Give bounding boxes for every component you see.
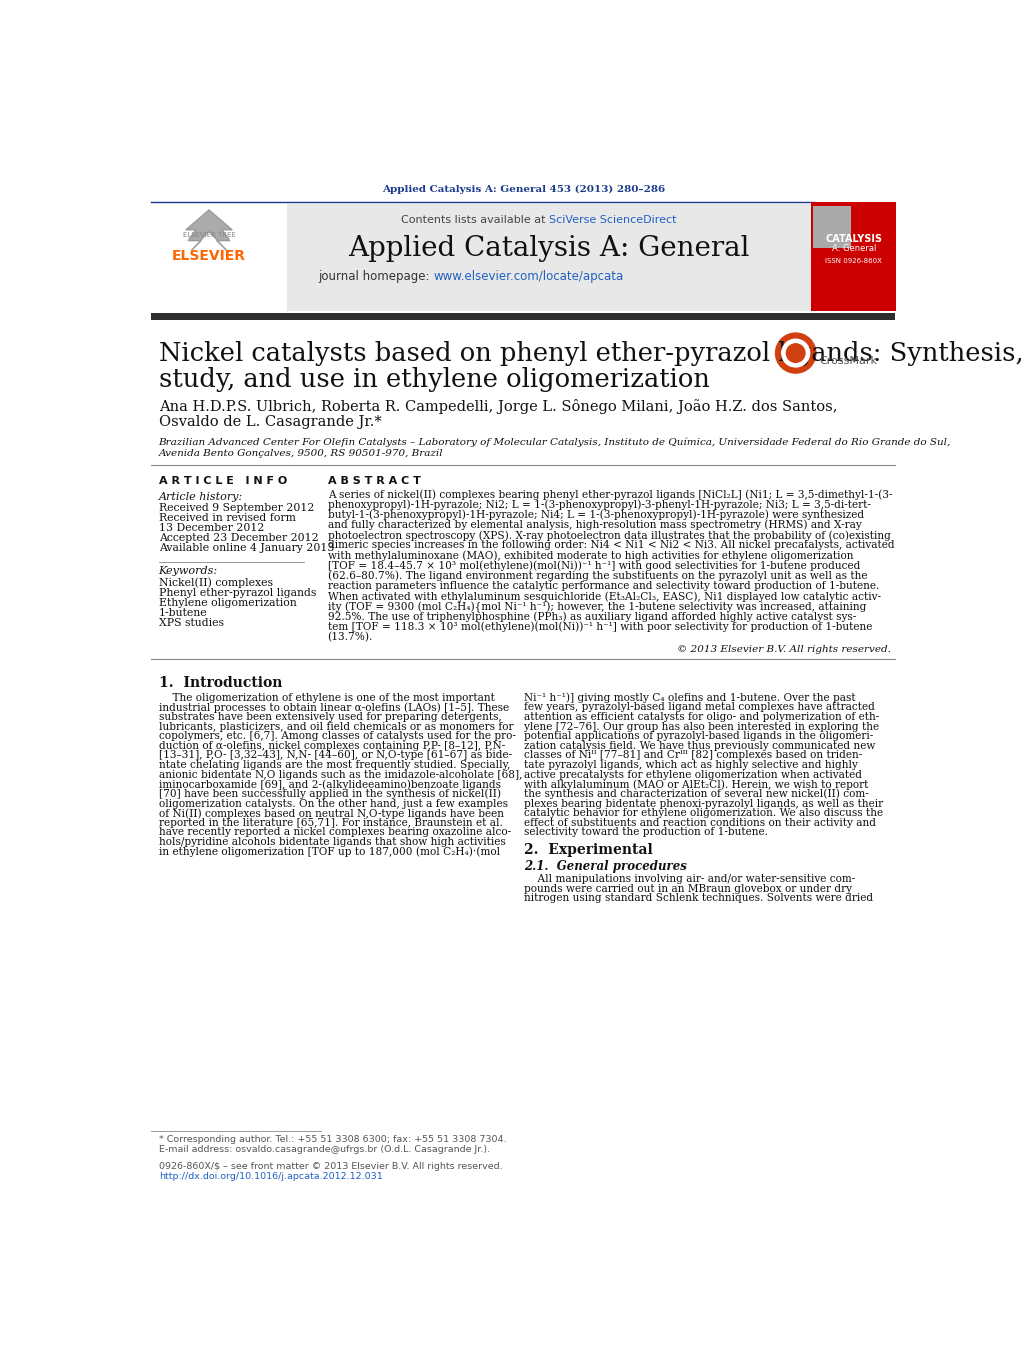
Text: the synthesis and characterization of several new nickel(II) com-: the synthesis and characterization of se… [525, 789, 869, 800]
Text: Article history:: Article history: [158, 492, 243, 501]
Text: potential applications of pyrazolyl-based ligands in the oligomeri-: potential applications of pyrazolyl-base… [525, 731, 874, 742]
Text: phenoxypropyl)-1H-pyrazole; Ni2; L = 1-(3-phenoxypropyl)-3-phenyl-1H-pyrazole; N: phenoxypropyl)-1H-pyrazole; Ni2; L = 1-(… [328, 500, 871, 511]
Text: photoelectron spectroscopy (XPS). X-ray photoelectron data illustrates that the : photoelectron spectroscopy (XPS). X-ray … [328, 530, 890, 540]
Text: © 2013 Elsevier B.V. All rights reserved.: © 2013 Elsevier B.V. All rights reserved… [677, 644, 891, 654]
Text: 0926-860X/$ – see front matter © 2013 Elsevier B.V. All rights reserved.: 0926-860X/$ – see front matter © 2013 El… [158, 1162, 502, 1170]
Text: lubricants, plasticizers, and oil field chemicals or as monomers for: lubricants, plasticizers, and oil field … [158, 721, 514, 731]
Text: (13.7%).: (13.7%). [328, 632, 373, 642]
Text: Ni⁻¹ h⁻¹)] giving mostly C₄ olefins and 1-butene. Over the past: Ni⁻¹ h⁻¹)] giving mostly C₄ olefins and … [525, 693, 856, 704]
Text: butyl-1-(3-phenoxypropyl)-1H-pyrazole; Ni4; L = 1-(3-phenoxypropyl)-1H-pyrazole): butyl-1-(3-phenoxypropyl)-1H-pyrazole; N… [328, 509, 864, 520]
Text: copolymers, etc. [6,7]. Among classes of catalysts used for the pro-: copolymers, etc. [6,7]. Among classes of… [158, 731, 516, 742]
Text: Nickel(II) complexes: Nickel(II) complexes [158, 578, 273, 589]
Text: A: General: A: General [832, 245, 876, 253]
Text: Ethylene oligomerization: Ethylene oligomerization [158, 598, 296, 608]
Text: Nickel catalysts based on phenyl ether-pyrazol ligands: Synthesis, XPS: Nickel catalysts based on phenyl ether-p… [158, 340, 1021, 366]
Text: with alkylaluminum (MAO or AlEt₂Cl). Herein, we wish to report: with alkylaluminum (MAO or AlEt₂Cl). Her… [525, 780, 869, 790]
Circle shape [786, 345, 805, 362]
Text: All manipulations involving air- and/or water-sensitive com-: All manipulations involving air- and/or … [525, 874, 856, 884]
Text: Contents lists available at: Contents lists available at [401, 215, 549, 224]
Text: nitrogen using standard Schlenk techniques. Solvents were dried: nitrogen using standard Schlenk techniqu… [525, 893, 874, 904]
Text: When activated with ethylaluminum sesquichloride (Et₃Al₂Cl₃, EASC), Ni1 displaye: When activated with ethylaluminum sesqui… [328, 590, 880, 601]
Text: journal homepage:: journal homepage: [319, 270, 434, 282]
Text: [13–31], P,O- [3,32–43], N,N- [44–60], or N,O-type [61–67] as bide-: [13–31], P,O- [3,32–43], N,N- [44–60], o… [158, 750, 512, 761]
Text: attention as efficient catalysts for oligo- and polymerization of eth-: attention as efficient catalysts for oli… [525, 712, 880, 721]
Text: few years, pyrazolyl-based ligand metal complexes have attracted: few years, pyrazolyl-based ligand metal … [525, 703, 875, 712]
Text: CATALYSIS: CATALYSIS [825, 234, 882, 245]
Text: plexes bearing bidentate phenoxi-pyrazolyl ligands, as well as their: plexes bearing bidentate phenoxi-pyrazol… [525, 798, 883, 808]
Text: tate pyrazolyl ligands, which act as highly selective and highly: tate pyrazolyl ligands, which act as hig… [525, 761, 859, 770]
Text: Keywords:: Keywords: [158, 566, 217, 577]
Text: and fully characterized by elemental analysis, high-resolution mass spectrometry: and fully characterized by elemental ana… [328, 520, 862, 531]
Text: A series of nickel(II) complexes bearing phenyl ether-pyrazol ligands [NiCl₂L] (: A series of nickel(II) complexes bearing… [328, 489, 892, 500]
Text: Brazilian Advanced Center For Olefin Catalysts – Laboratory of Molecular Catalys: Brazilian Advanced Center For Olefin Cat… [158, 438, 951, 447]
Bar [151, 204, 287, 312]
Text: duction of α-olefins, nickel complexes containing P,P- [8–12], P,N-: duction of α-olefins, nickel complexes c… [158, 740, 504, 751]
Text: XPS studies: XPS studies [158, 617, 224, 628]
Text: A B S T R A C T: A B S T R A C T [328, 477, 421, 486]
Text: Applied Catalysis A: General: Applied Catalysis A: General [348, 235, 750, 262]
Text: 2.  Experimental: 2. Experimental [525, 843, 653, 857]
Text: iminocarboxamide [69], and 2-(alkylideeamino)benzoate ligands: iminocarboxamide [69], and 2-(alkylideea… [158, 780, 500, 790]
Text: (62.6–80.7%). The ligand environment regarding the substituents on the pyrazolyl: (62.6–80.7%). The ligand environment reg… [328, 570, 867, 581]
Text: Accepted 23 December 2012: Accepted 23 December 2012 [158, 534, 319, 543]
Text: pounds were carried out in an MBraun glovebox or under dry: pounds were carried out in an MBraun glo… [525, 884, 853, 893]
Text: with methylaluminoxane (MAO), exhibited moderate to high activities for ethylene: with methylaluminoxane (MAO), exhibited … [328, 550, 854, 561]
Text: selectivity toward the production of 1-butene.: selectivity toward the production of 1-b… [525, 827, 769, 838]
Text: oligomerization catalysts. On the other hand, just a few examples: oligomerization catalysts. On the other … [158, 798, 507, 808]
Text: effect of substituents and reaction conditions on their activity and: effect of substituents and reaction cond… [525, 817, 876, 828]
Text: in ethylene oligomerization [TOF up to 187,000 (mol C₂H₄)·(mol: in ethylene oligomerization [TOF up to 1… [158, 847, 499, 858]
Text: E-mail address: osvaldo.casagrande@ufrgs.br (O.d.L. Casagrande Jr.).: E-mail address: osvaldo.casagrande@ufrgs… [158, 1146, 490, 1154]
Polygon shape [186, 209, 232, 251]
Text: Avenida Bento Gonçalves, 9500, RS 90501-970, Brazil: Avenida Bento Gonçalves, 9500, RS 90501-… [158, 449, 443, 458]
Text: Received in revised form: Received in revised form [158, 513, 295, 523]
Text: zation catalysis field. We have thus previously communicated new: zation catalysis field. We have thus pre… [525, 740, 876, 751]
Text: Applied Catalysis A: General 453 (2013) 280–286: Applied Catalysis A: General 453 (2013) … [382, 185, 666, 193]
Bar [813, 205, 852, 249]
Text: ity (TOF = 9300 (mol C₂H₄){mol Ni⁻¹ h⁻¹); however, the 1-butene selectivity was : ity (TOF = 9300 (mol C₂H₄){mol Ni⁻¹ h⁻¹)… [328, 601, 866, 612]
Text: The oligomerization of ethylene is one of the most important: The oligomerization of ethylene is one o… [158, 693, 494, 703]
Text: 92.5%. The use of triphenylphosphine (PPh₃) as auxiliary ligand afforded highly : 92.5%. The use of triphenylphosphine (PP… [328, 612, 856, 621]
Text: tem [TOF = 118.3 × 10³ mol(ethylene)(mol(Ni))⁻¹ h⁻¹] with poor selectivity for p: tem [TOF = 118.3 × 10³ mol(ethylene)(mol… [328, 621, 872, 632]
Text: Phenyl ether-pyrazol ligands: Phenyl ether-pyrazol ligands [158, 588, 317, 598]
Text: catalytic behavior for ethylene oligomerization. We also discuss the: catalytic behavior for ethylene oligomer… [525, 808, 883, 819]
Bar [151, 313, 894, 320]
Circle shape [776, 334, 816, 373]
Text: A R T I C L E   I N F O: A R T I C L E I N F O [158, 477, 287, 486]
Text: substrates have been extensively used for preparing detergents,: substrates have been extensively used fo… [158, 712, 501, 721]
Text: [TOF = 18.4–45.7 × 10³ mol(ethylene)(mol(Ni))⁻¹ h⁻¹] with good selectivities for: [TOF = 18.4–45.7 × 10³ mol(ethylene)(mol… [328, 561, 860, 571]
Text: ELSEVIER TREE: ELSEVIER TREE [183, 232, 236, 238]
Text: CrossMark: CrossMark [819, 355, 877, 366]
Text: 13 December 2012: 13 December 2012 [158, 523, 264, 534]
Text: 1.  Introduction: 1. Introduction [158, 676, 282, 690]
Text: 1-butene: 1-butene [158, 608, 207, 617]
Text: reported in the literature [65,71]. For instance, Braunstein et al.: reported in the literature [65,71]. For … [158, 817, 502, 828]
Text: ELSEVIER: ELSEVIER [172, 249, 246, 263]
Text: http://dx.doi.org/10.1016/j.apcata.2012.12.031: http://dx.doi.org/10.1016/j.apcata.2012.… [158, 1173, 383, 1181]
Text: active precatalysts for ethylene oligomerization when activated: active precatalysts for ethylene oligome… [525, 770, 863, 780]
Bar [287, 204, 811, 312]
Text: [70] have been successfully applied in the synthesis of nickel(II): [70] have been successfully applied in t… [158, 789, 500, 800]
Text: industrial processes to obtain linear α-olefins (LAOs) [1–5]. These: industrial processes to obtain linear α-… [158, 703, 508, 713]
Text: Ana H.D.P.S. Ulbrich, Roberta R. Campedelli, Jorge L. Sônego Milani, João H.Z. d: Ana H.D.P.S. Ulbrich, Roberta R. Campede… [158, 400, 837, 415]
Text: classes of Niᴵᴵ [77–81] and Crᴵᴵᴵ [82] complexes based on triden-: classes of Niᴵᴵ [77–81] and Crᴵᴵᴵ [82] c… [525, 750, 863, 761]
Text: www.elsevier.com/locate/apcata: www.elsevier.com/locate/apcata [434, 270, 624, 282]
Circle shape [782, 339, 810, 367]
Text: of Ni(II) complexes based on neutral N,O-type ligands have been: of Ni(II) complexes based on neutral N,O… [158, 808, 503, 819]
Bar [811, 203, 895, 312]
Text: hols/pyridine alcohols bidentate ligands that show high activities: hols/pyridine alcohols bidentate ligands… [158, 838, 505, 847]
Text: SciVerse ScienceDirect: SciVerse ScienceDirect [549, 215, 677, 224]
Text: reaction parameters influence the catalytic performance and selectivity toward p: reaction parameters influence the cataly… [328, 581, 879, 590]
Text: Available online 4 January 2013: Available online 4 January 2013 [158, 543, 334, 554]
Text: study, and use in ethylene oligomerization: study, and use in ethylene oligomerizati… [158, 367, 710, 392]
Text: dimeric species increases in the following order: Ni4 < Ni1 < Ni2 < Ni3. All nic: dimeric species increases in the followi… [328, 540, 894, 550]
Text: Osvaldo de L. Casagrande Jr.*: Osvaldo de L. Casagrande Jr.* [158, 415, 382, 428]
Text: have recently reported a nickel complexes bearing oxazoline alco-: have recently reported a nickel complexe… [158, 827, 510, 838]
Text: ylene [72–76]. Our group has also been interested in exploring the: ylene [72–76]. Our group has also been i… [525, 721, 879, 731]
Text: 2.1.  General procedures: 2.1. General procedures [525, 861, 687, 873]
Text: * Corresponding author. Tel.: +55 51 3308 6300; fax: +55 51 3308 7304.: * Corresponding author. Tel.: +55 51 330… [158, 1135, 506, 1144]
Text: Received 9 September 2012: Received 9 September 2012 [158, 503, 314, 513]
Text: ISSN 0926-860X: ISSN 0926-860X [825, 258, 882, 263]
Text: anionic bidentate N,O ligands such as the imidazole-alcoholate [68],: anionic bidentate N,O ligands such as th… [158, 770, 522, 780]
Text: ntate chelating ligands are the most frequently studied. Specially,: ntate chelating ligands are the most fre… [158, 761, 510, 770]
